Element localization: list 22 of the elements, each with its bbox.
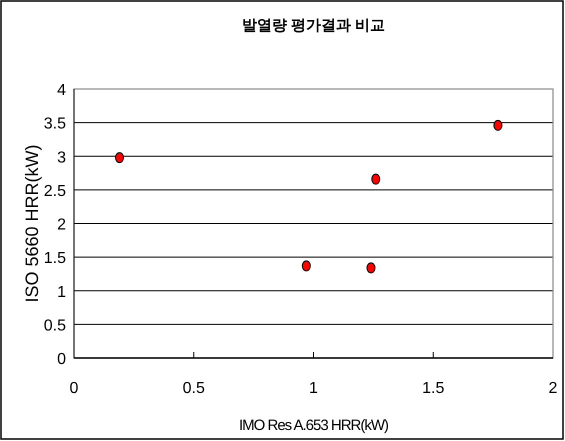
y-tick-label: 1 bbox=[57, 284, 66, 301]
chart-title: 발열량 평가결과 비교 bbox=[242, 17, 386, 34]
y-axis-title: ISO 5660 HRR(kW) bbox=[22, 144, 42, 303]
point bbox=[493, 120, 502, 131]
x-tick-label: 0 bbox=[70, 380, 79, 397]
y-tick-label: 1.5 bbox=[44, 250, 66, 268]
x-tick-label: 0.5 bbox=[182, 380, 205, 397]
y-tick-label: 2 bbox=[57, 216, 66, 234]
point bbox=[371, 174, 380, 185]
y-tick-label: 3 bbox=[57, 149, 66, 166]
y-tick-label: 2.5 bbox=[44, 182, 66, 200]
point bbox=[366, 262, 376, 274]
y-tick-label: 4 bbox=[57, 82, 66, 99]
y-tick-label: 0 bbox=[57, 351, 66, 368]
x-tick-label: 1.5 bbox=[422, 380, 444, 397]
x-tick-label: 1 bbox=[309, 380, 318, 397]
x-axis-title: IMO Res A.653 HRR(kW) bbox=[238, 417, 390, 434]
y-tick-label: 3.5 bbox=[44, 116, 66, 133]
point bbox=[115, 152, 124, 164]
x-tick-label: 2 bbox=[548, 380, 558, 397]
y-tick-label: 0.5 bbox=[44, 317, 66, 334]
point bbox=[302, 260, 311, 272]
